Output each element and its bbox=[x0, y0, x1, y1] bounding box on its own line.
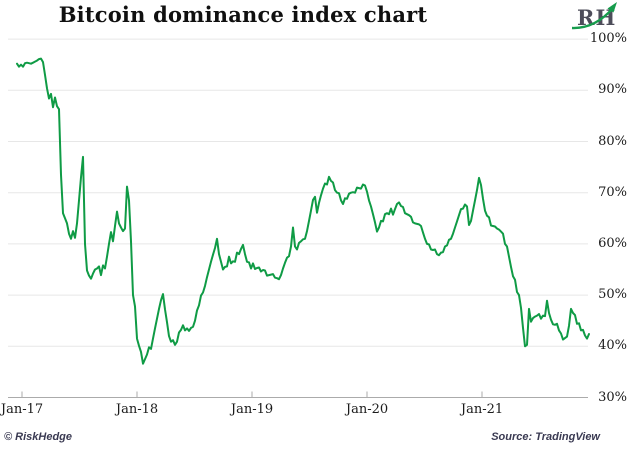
y-axis-label: 70% bbox=[598, 184, 627, 200]
y-axis-label: 80% bbox=[598, 133, 627, 149]
riskhedge-logo: RH bbox=[571, 2, 617, 30]
chart-title: Bitcoin dominance index chart bbox=[58, 2, 428, 27]
copyright-note: © RiskHedge bbox=[4, 431, 73, 443]
y-axis-label: 50% bbox=[598, 287, 627, 303]
x-axis-label: Jan-19 bbox=[230, 402, 274, 417]
y-axis-label: 90% bbox=[598, 82, 627, 98]
x-axis-label: Jan-17 bbox=[0, 402, 44, 417]
y-axis-label: 40% bbox=[598, 338, 627, 354]
y-axis-label: 30% bbox=[598, 389, 627, 405]
logo-arrowhead-icon bbox=[607, 2, 617, 13]
dominance-series-line bbox=[16, 57, 590, 365]
y-axis-label: 60% bbox=[598, 235, 627, 251]
x-axis-label: Jan-18 bbox=[115, 402, 159, 417]
x-axis-label: Jan-20 bbox=[345, 402, 389, 417]
y-axis-label: 100% bbox=[589, 31, 627, 47]
x-axis-label: Jan-21 bbox=[460, 402, 504, 417]
source-note: Source: TradingView bbox=[491, 431, 600, 443]
logo-arrow-icon bbox=[571, 7, 614, 30]
